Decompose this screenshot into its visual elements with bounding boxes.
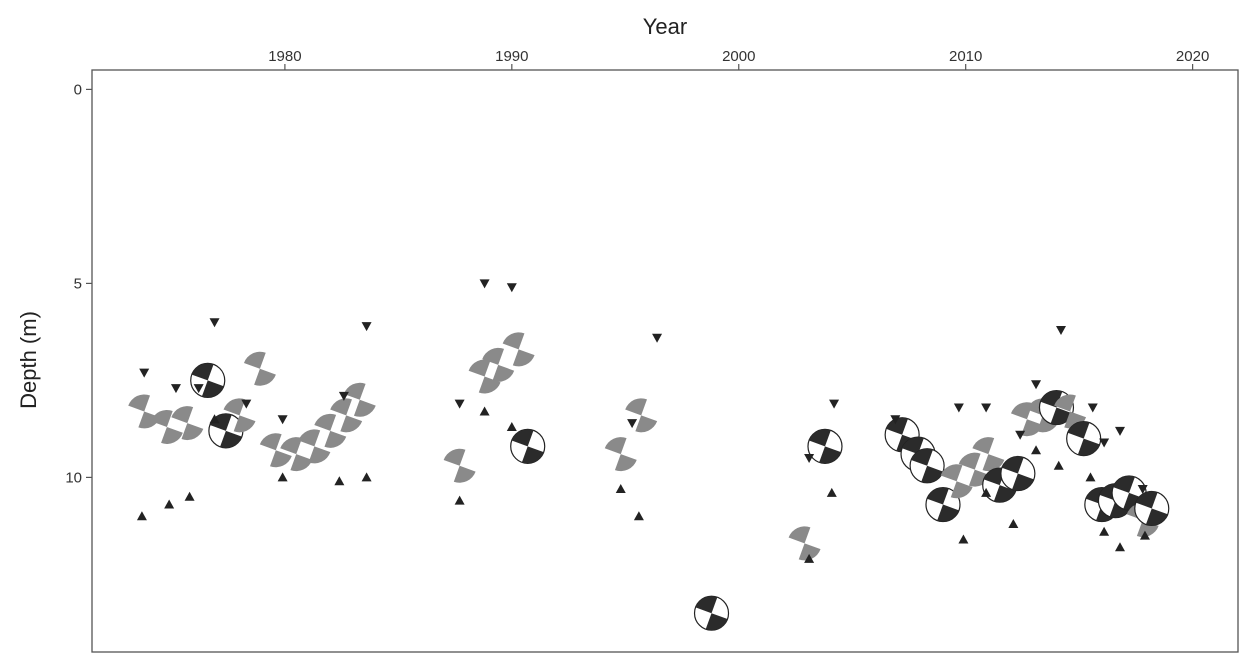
triangle-down-marker (277, 415, 288, 425)
focal-mechanism-marker (788, 526, 821, 561)
triangle-up-marker (164, 499, 175, 509)
focal-mechanism-marker (280, 437, 313, 472)
triangle-down-marker (953, 403, 964, 413)
focal-mechanism-marker (343, 382, 376, 417)
focal-mechanism-marker (807, 428, 843, 464)
triangle-down-marker (506, 283, 517, 293)
x-axis-ticks: 1980 1990 2000 2010 2020 (268, 48, 1209, 70)
triangle-down-marker (1055, 325, 1066, 335)
triangle-down-marker (241, 399, 252, 409)
y-tick-label: 0 (74, 81, 82, 98)
triangle-down-marker (479, 279, 490, 289)
triangle-up-marker (958, 534, 969, 544)
triangle-down-marker (829, 399, 840, 409)
focal-mechanism-marker (982, 467, 1018, 503)
triangle-down-marker (209, 318, 220, 328)
triangle-down-marker (193, 384, 204, 394)
focal-mechanism-marker (1066, 421, 1102, 457)
focal-mechanism-marker (482, 347, 515, 382)
focal-mechanism-marker (150, 409, 183, 444)
x-tick-label: 1990 (495, 48, 528, 65)
x-tick-label: 1980 (268, 48, 301, 65)
triangle-down-marker (139, 368, 150, 378)
triangle-down-marker (981, 403, 992, 413)
plot-area-frame (91, 69, 1239, 653)
triangle-up-marker (334, 476, 345, 486)
focal-mechanism-marker (1134, 490, 1170, 527)
focal-mechanism-marker (330, 398, 363, 433)
triangle-up-marker (1099, 526, 1110, 536)
triangle-down-marker (1087, 403, 1098, 413)
triangle-up-marker (1031, 445, 1042, 455)
triangle-up-marker (633, 511, 644, 521)
y-tick-label: 10 (65, 469, 82, 486)
focal-mechanism-marker (190, 362, 226, 398)
triangle-up-marker (1085, 472, 1096, 482)
focal-mechanism-marker (243, 351, 276, 386)
triangle-down-marker (1137, 485, 1148, 495)
y-axis-title: Depth (m) (16, 311, 41, 409)
triangle-up-marker (136, 511, 147, 521)
focal-mechanism-marker (314, 413, 347, 448)
focal-mechanism-marker (259, 433, 292, 468)
triangle-down-marker (1015, 430, 1026, 440)
focal-mechanism-marker (693, 595, 730, 631)
x-tick-label: 2020 (1176, 48, 1209, 65)
triangle-down-marker (804, 454, 815, 463)
x-axis-title: Year (643, 14, 687, 39)
triangle-up-marker (826, 487, 837, 497)
triangle-up-marker (981, 487, 992, 497)
chart-marks (128, 279, 1170, 631)
triangle-up-marker (454, 495, 465, 505)
x-tick-label: 2000 (722, 48, 755, 65)
triangle-up-marker (209, 414, 220, 424)
triangle-down-marker (627, 419, 638, 429)
focal-mechanism-marker (502, 332, 535, 367)
triangle-up-marker (361, 472, 372, 482)
y-axis-ticks: 0 5 10 (65, 81, 92, 486)
triangle-down-marker (454, 399, 465, 409)
triangle-up-marker (506, 421, 517, 431)
focal-mechanism-marker (1000, 455, 1036, 492)
triangle-down-marker (890, 415, 901, 425)
triangle-up-marker (615, 484, 626, 494)
triangle-down-marker (361, 322, 372, 332)
triangle-up-marker (804, 553, 815, 563)
focal-mechanism-marker (940, 464, 973, 499)
triangle-down-marker (338, 391, 349, 401)
triangle-up-marker (1114, 542, 1125, 552)
focal-mechanism-marker (972, 437, 1005, 472)
triangle-up-marker (1008, 518, 1019, 528)
triangle-down-marker (652, 333, 663, 343)
triangle-down-marker (170, 384, 181, 394)
focal-mechanism-marker (1010, 402, 1043, 437)
triangle-up-marker (184, 491, 195, 501)
focal-mechanism-marker (298, 429, 331, 464)
x-tick-label: 2010 (949, 48, 982, 65)
y-tick-label: 5 (74, 275, 82, 292)
triangle-up-marker (1053, 460, 1064, 470)
focal-mechanism-marker (604, 437, 637, 472)
focal-mechanism-marker (909, 448, 945, 484)
triangle-down-marker (1114, 426, 1125, 436)
focal-mechanism-marker (510, 428, 546, 464)
triangle-down-marker (1031, 380, 1042, 390)
triangle-up-marker (479, 406, 490, 416)
triangle-up-marker (1139, 530, 1150, 540)
triangle-up-marker (277, 472, 288, 482)
focal-mechanism-marker (625, 398, 658, 433)
triangle-down-marker (1099, 438, 1110, 448)
focal-mechanism-marker (443, 448, 476, 483)
focal-mechanism-marker (171, 406, 204, 441)
focal-mechanism-marker (223, 398, 256, 433)
